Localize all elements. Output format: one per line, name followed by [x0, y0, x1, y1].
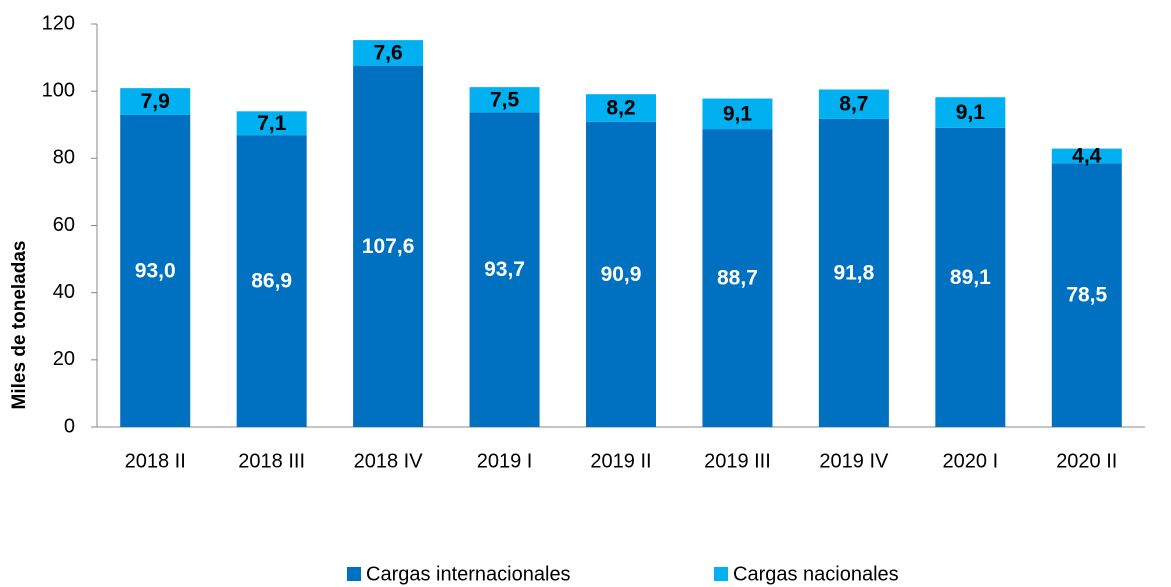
- bar-segment: [586, 121, 656, 427]
- legend-swatch: [347, 567, 361, 581]
- value-label: 91,8: [833, 261, 874, 284]
- value-label: 7,5: [490, 88, 520, 111]
- y-tick-label: 120: [42, 12, 75, 34]
- bar-segment: [469, 87, 540, 113]
- value-label: 93,0: [135, 259, 176, 282]
- value-label: 89,1: [950, 266, 991, 289]
- x-tick-label: 2020 I: [943, 450, 999, 472]
- x-tick-label: 2018 III: [238, 450, 305, 472]
- y-tick-label: 100: [42, 79, 75, 101]
- value-label: 107,6: [362, 235, 415, 258]
- bar-segment: [1051, 148, 1122, 164]
- x-tick-label: 2019 III: [704, 450, 771, 472]
- x-tick-label: 2019 I: [477, 450, 533, 472]
- x-tick-label: 2018 IV: [354, 450, 424, 472]
- legend-swatch: [714, 567, 728, 581]
- y-tick-label: 0: [64, 415, 75, 437]
- bar-segment: [818, 89, 889, 119]
- x-tick-label: 2020 II: [1056, 450, 1117, 472]
- bar-segment: [818, 118, 889, 427]
- bar-segment: [236, 135, 307, 427]
- bar-segment: [935, 127, 1006, 428]
- value-label: 8,7: [839, 93, 868, 116]
- bar-segment: [469, 112, 540, 428]
- value-label: 7,9: [141, 90, 170, 113]
- bar-segment: [236, 111, 307, 136]
- x-tick-label: 2019 II: [590, 450, 651, 472]
- value-label: 88,7: [717, 267, 758, 290]
- bar-segment: [353, 40, 424, 66]
- bar-segment: [120, 88, 191, 115]
- x-tick-label: 2019 IV: [819, 450, 889, 472]
- bar-segment: [353, 65, 424, 427]
- bar-segment: [1051, 163, 1122, 427]
- legend-label: Cargas internacionales: [366, 563, 571, 585]
- bar-segment: [702, 129, 773, 427]
- value-label: 9,1: [723, 102, 753, 125]
- y-tick-label: 60: [53, 214, 75, 236]
- y-tick-label: 80: [53, 147, 75, 169]
- value-label: 90,9: [601, 263, 642, 286]
- value-label: 93,7: [484, 258, 525, 281]
- value-label: 8,2: [606, 97, 635, 120]
- x-tick-label: 2018 II: [125, 450, 186, 472]
- bar-segment: [120, 114, 191, 428]
- y-axis-label: Miles de toneladas: [9, 241, 30, 410]
- bar-segment: [935, 97, 1006, 128]
- legend-label: Cargas nacionales: [733, 563, 899, 585]
- value-label: 7,1: [257, 112, 287, 135]
- value-label: 78,5: [1066, 284, 1107, 307]
- value-label: 7,6: [374, 41, 403, 64]
- y-tick-label: 40: [53, 281, 75, 303]
- value-label: 4,4: [1072, 145, 1102, 168]
- value-label: 86,9: [251, 270, 292, 293]
- bar-segment: [586, 94, 656, 122]
- value-label: 9,1: [956, 101, 986, 124]
- y-tick-label: 20: [53, 348, 75, 370]
- bar-segment: [702, 98, 773, 130]
